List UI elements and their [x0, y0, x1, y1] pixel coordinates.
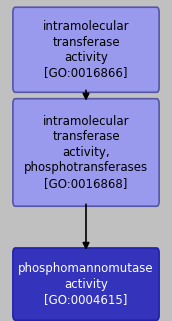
Text: intramolecular
transferase
activity
[GO:0016866]: intramolecular transferase activity [GO:… — [43, 20, 129, 80]
Text: intramolecular
transferase
activity,
phosphotransferases
[GO:0016868]: intramolecular transferase activity, pho… — [24, 115, 148, 190]
Text: phosphomannomutase
activity
[GO:0004615]: phosphomannomutase activity [GO:0004615] — [18, 262, 154, 306]
FancyBboxPatch shape — [13, 99, 159, 206]
FancyBboxPatch shape — [13, 248, 159, 320]
FancyBboxPatch shape — [13, 7, 159, 92]
